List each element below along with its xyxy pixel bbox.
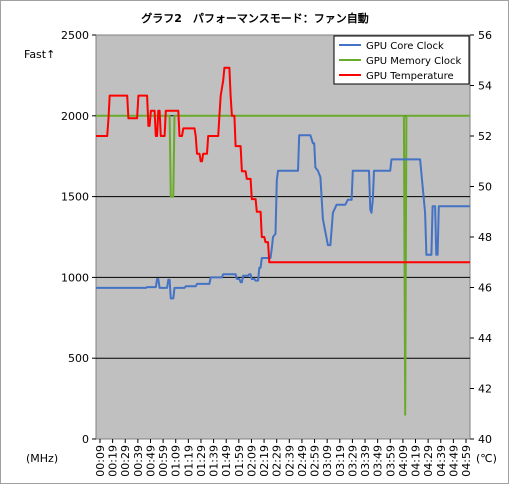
- x-tick-label: 00:29: [119, 445, 132, 477]
- series-line-0: [96, 134, 470, 300]
- chart-title: グラフ2 パフォーマンスモード：ファン自動: [141, 11, 368, 25]
- fast-label: Fast↑: [24, 48, 55, 61]
- x-tick-label: 01:59: [233, 445, 246, 477]
- x-tick-label: 02:59: [309, 445, 322, 477]
- x-tick-label: 00:49: [144, 445, 157, 477]
- left-axis-ticks: 0 500 1000 1500 2000 2500: [61, 29, 96, 446]
- x-tick-label: 01:29: [195, 445, 208, 477]
- plot-area: [95, 34, 471, 440]
- right-tick-label: 56: [478, 29, 492, 42]
- x-tick-label: 03:49: [372, 445, 385, 477]
- x-axis-ticks: 00:09 00:19 00:29 00:39 00:49 00:59 01:09 01:19…: [94, 439, 473, 477]
- x-tick-label: 02:49: [296, 445, 309, 477]
- left-tick-label: 0: [82, 433, 89, 446]
- x-tick-label: 04:39: [435, 445, 448, 477]
- x-tick-label: 03:39: [359, 445, 372, 477]
- legend: GPU Core Clock GPU Memory Clock GPU Temper…: [333, 35, 470, 85]
- right-tick-label: 46: [478, 282, 492, 295]
- right-tick-label: 48: [478, 231, 492, 244]
- x-tick-label: 00:09: [94, 445, 107, 477]
- right-tick-label: 50: [478, 181, 492, 194]
- x-tick-label: 00:39: [132, 445, 145, 477]
- x-tick-label: 04:19: [410, 445, 423, 477]
- x-tick-label: 01:49: [220, 445, 233, 477]
- left-tick-label: 1000: [61, 271, 89, 284]
- left-axis-unit: (MHz): [26, 452, 58, 465]
- right-tick-label: 52: [478, 130, 492, 143]
- left-tick-label: 1500: [61, 191, 89, 204]
- left-tick-label: 2000: [61, 110, 89, 123]
- series-lines: [96, 66, 470, 416]
- left-tick-label: 500: [68, 352, 89, 365]
- legend-label: GPU Memory Clock: [366, 56, 462, 67]
- x-tick-label: 01:09: [170, 445, 183, 477]
- x-tick-label: 03:19: [334, 445, 347, 477]
- left-tick-label: 2500: [61, 29, 89, 42]
- x-tick-label: 02:39: [283, 445, 296, 477]
- x-tick-label: 02:19: [258, 445, 271, 477]
- right-axis-ticks: 40 42 44 46 48 50 52 54 56: [470, 29, 492, 446]
- series-line-1: [96, 114, 470, 416]
- right-tick-label: 54: [478, 80, 492, 93]
- series-line-2: [96, 66, 470, 264]
- x-tick-label: 02:09: [245, 445, 258, 477]
- legend-label: GPU Temperature: [366, 71, 454, 82]
- legend-label: GPU Core Clock: [366, 41, 444, 52]
- right-tick-label: 44: [478, 332, 492, 345]
- right-tick-label: 42: [478, 383, 492, 396]
- x-tick-label: 04:09: [397, 445, 410, 477]
- x-tick-label: 03:29: [346, 445, 359, 477]
- x-tick-label: 02:29: [271, 445, 284, 477]
- right-tick-label: 40: [478, 433, 492, 446]
- x-tick-label: 04:59: [460, 445, 473, 477]
- x-tick-label: 03:59: [384, 445, 397, 477]
- x-tick-label: 01:19: [182, 445, 195, 477]
- x-tick-label: 01:39: [208, 445, 221, 477]
- x-tick-label: 04:29: [422, 445, 435, 477]
- right-axis-unit: (℃): [476, 452, 497, 465]
- x-tick-label: 04:49: [447, 445, 460, 477]
- x-tick-label: 03:09: [321, 445, 334, 477]
- x-tick-label: 00:19: [107, 445, 120, 477]
- x-tick-label: 00:59: [157, 445, 170, 477]
